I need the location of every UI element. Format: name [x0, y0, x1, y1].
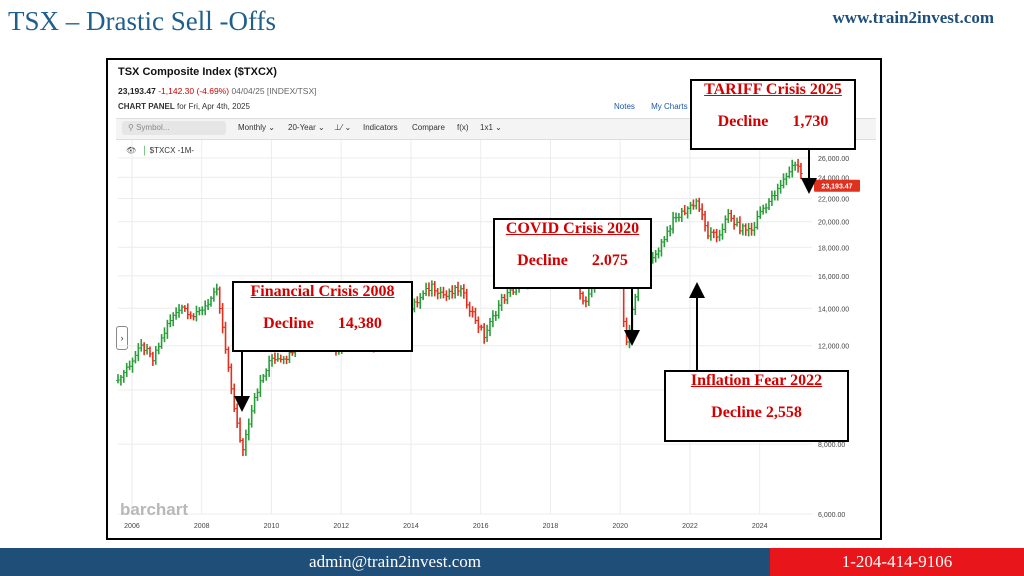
site-url[interactable]: www.train2invest.com	[832, 8, 994, 27]
y-tick-label: 6,000.00	[818, 512, 845, 519]
y-tick-label: 24,000.00	[818, 175, 849, 182]
series-name: $TXCX -1M-	[149, 146, 195, 155]
chart-toolbar: ⚲ Symbol... Monthly ⌄ 20-Year ⌄ ⊥⁄ ⌄ Ind…	[116, 118, 876, 140]
x-tick-label: 2014	[403, 523, 419, 530]
quote-line: 23,193.47 -1,142.30 (-4.69%) 04/04/25 [I…	[118, 86, 317, 96]
x-tick-label: 2018	[543, 523, 559, 530]
callout-tariff-crisis: TARIFF Crisis 2025 Decline 1,730	[690, 79, 856, 150]
period-dropdown[interactable]: Monthly ⌄	[238, 123, 275, 132]
quote-timestamp: 04/04/25 [INDEX/TSX]	[231, 86, 317, 96]
y-tick-label: 26,000.00	[818, 156, 849, 163]
symbol-search-input[interactable]: ⚲ Symbol...	[122, 121, 226, 135]
x-tick-label: 2006	[124, 523, 140, 530]
bar-type-dropdown[interactable]: ⊥⁄ ⌄	[334, 123, 352, 132]
callout-title: Inflation Fear 2022	[690, 372, 823, 389]
y-tick-label: 22,000.00	[818, 197, 849, 204]
y-tick-label: 20,000.00	[818, 220, 849, 227]
y-tick-label: 12,000.00	[818, 344, 849, 351]
search-icon: ⚲	[128, 123, 134, 132]
fx-button[interactable]: f(x)	[457, 123, 469, 132]
series-legend: 👁 │ $TXCX -1M-	[126, 146, 194, 155]
panel-label: CHART PANEL	[118, 102, 175, 111]
y-tick-label: 16,000.00	[818, 274, 849, 281]
x-tick-label: 2024	[752, 523, 768, 530]
callout-decline: Decline 2,558	[711, 404, 802, 421]
mycharts-link[interactable]: My Charts	[651, 102, 688, 111]
callout-decline: Decline 2.075	[517, 252, 628, 269]
barchart-watermark: barchart	[120, 500, 189, 519]
series-swatch: │	[142, 146, 148, 155]
callout-title: Financial Crisis 2008	[250, 283, 395, 300]
callout-decline: Decline 14,380	[263, 315, 382, 332]
callout-inflation-fear: Inflation Fear 2022 Decline 2,558	[664, 370, 849, 442]
eye-icon[interactable]: 👁	[126, 146, 137, 155]
callout-title: COVID Crisis 2020	[505, 220, 640, 237]
callout-decline: Decline 1,730	[717, 113, 829, 130]
slide-title: TSX – Drastic Sell -Offs	[8, 6, 276, 36]
y-tick-label: 18,000.00	[818, 245, 849, 252]
callout-title: TARIFF Crisis 2025	[704, 81, 842, 98]
callout-covid-crisis: COVID Crisis 2020 Decline 2.075	[493, 218, 652, 289]
y-tick-label: 8,000.00	[818, 442, 845, 449]
index-name: TSX Composite Index ($TXCX)	[118, 66, 277, 78]
indicators-button[interactable]: Indicators	[363, 123, 398, 132]
last-price-tag-label: 23,193.47	[821, 184, 852, 191]
notes-link[interactable]: Notes	[614, 102, 635, 111]
collapse-panel-button[interactable]: ›	[116, 326, 128, 350]
x-tick-label: 2022	[682, 523, 698, 530]
y-tick-label: 14,000.00	[818, 306, 849, 313]
x-tick-label: 2010	[264, 523, 280, 530]
layout-dropdown[interactable]: 1x1 ⌄	[480, 123, 502, 132]
panel-date: for Fri, Apr 4th, 2025	[176, 102, 250, 111]
last-price-tag	[814, 179, 860, 192]
compare-button[interactable]: Compare	[412, 123, 445, 132]
x-tick-label: 2020	[612, 523, 628, 530]
x-tick-label: 2008	[194, 523, 210, 530]
last-price: 23,193.47	[118, 86, 156, 96]
price-change: -1,142.30 (-4.69%)	[158, 86, 230, 96]
footer-phone[interactable]: 1-204-414-9106	[770, 548, 1024, 576]
footer-email[interactable]: admin@train2invest.com	[0, 548, 770, 576]
x-tick-label: 2016	[473, 523, 489, 530]
x-tick-label: 2012	[333, 523, 349, 530]
callout-financial-crisis: Financial Crisis 2008 Decline 14,380	[232, 281, 413, 352]
panel-caption: CHART PANEL for Fri, Apr 4th, 2025	[118, 102, 250, 111]
range-dropdown[interactable]: 20-Year ⌄	[288, 123, 325, 132]
panel-links: Notes My Charts	[614, 102, 702, 111]
search-placeholder: Symbol...	[136, 123, 170, 132]
